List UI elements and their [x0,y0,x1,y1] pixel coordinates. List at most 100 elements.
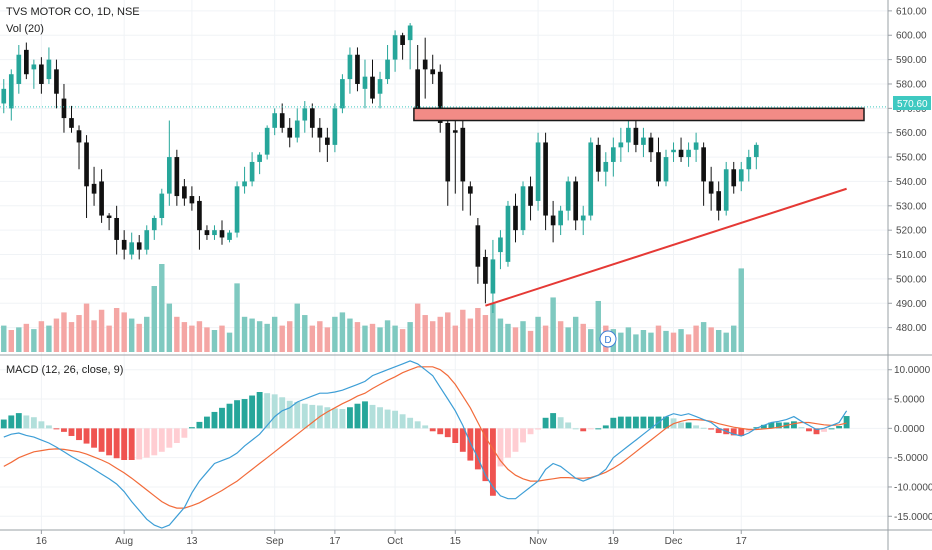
candle-body-down [460,127,466,182]
macd-histogram-bar [362,401,368,429]
candle-body-up [490,259,496,294]
candle-body-down [197,200,202,231]
candle-body-down [445,122,451,182]
candle-body-up [407,25,413,41]
volume-bar [460,309,466,352]
support-trendline[interactable] [485,187,847,307]
volume-bar [512,327,519,352]
macd-histogram-bar [204,416,210,429]
macd-histogram-bar [730,428,737,436]
macd-histogram-bar [181,428,188,438]
macd-histogram-bar [384,409,391,429]
macd-histogram-bar [527,428,534,435]
macd-histogram-bar [399,414,406,429]
volume-bar [572,316,579,352]
volume-bar [113,308,120,352]
candle-body-up [332,108,338,145]
macd-histogram-bar [565,422,572,429]
volume-bar [535,316,541,352]
candle-body-up [212,230,217,236]
candle-body-down [121,239,127,250]
candle-body-up [392,35,398,60]
macd-histogram-bar [324,407,331,429]
resistance-zone[interactable] [413,107,865,122]
volume-bar [392,325,398,352]
volume-bar [68,322,75,352]
volume-bar [700,322,707,352]
macd-histogram-bar [369,404,376,429]
candle-body-down [513,205,518,231]
volume-bar [61,312,67,352]
volume-bar [527,330,534,352]
price-tick-label: 490.00 [896,299,927,310]
macd-histogram-bar [520,428,526,443]
candle-body-up [31,64,37,70]
macd-histogram-bar [249,395,256,429]
macd-histogram-bar [572,428,579,430]
macd-histogram-bar [685,422,692,429]
volume-bar [648,332,654,352]
macd-histogram-bar [535,428,542,430]
event-marker-circle[interactable] [599,330,617,348]
macd-histogram-bar [444,428,451,438]
macd-histogram-bar [550,413,557,429]
price-tick-label: 510.00 [896,250,927,261]
candle-body-down [415,69,420,109]
candle-body-down [430,69,436,75]
volume-bar [23,323,30,352]
volume-bar [347,318,353,352]
candle-body-down [106,215,112,218]
volume-bar [151,286,157,352]
price-tick-label: 550.00 [896,153,927,164]
macd-histogram-bar [15,413,22,429]
macd-histogram-bar [226,403,233,429]
candle-body-down [595,144,601,172]
candle-body-down [189,196,195,204]
candle-body-up [166,157,172,194]
volume-bar [8,330,14,352]
volume-bar [678,329,684,352]
candle-body-down [174,157,180,197]
volume-bar [407,322,413,352]
time-tick-label: Dec [665,536,683,547]
chart-title: TVS MOTOR CO, 1D, NSE [6,6,140,18]
candle-body-down [678,149,684,158]
candle-body-down [400,35,405,45]
candle-body-up [618,142,624,148]
volume-bar [287,321,293,352]
candle-body-down [716,191,722,211]
candle-body-up [498,237,503,253]
volume-bar [482,315,489,352]
macd-histogram-bar [632,416,639,429]
volume-bar [445,312,451,352]
macd-histogram-bar [196,421,203,429]
candle-body-up [302,108,308,121]
candle-body-up [686,149,691,158]
volume-bar [83,303,90,352]
candle-body-up [663,157,669,182]
volume-bar [241,316,248,352]
volume-bar [279,325,285,352]
macd-histogram-bar [452,428,459,443]
macd-histogram-bar [331,408,338,429]
volume-bar [166,303,173,352]
candle-body-up [565,181,571,211]
candle-body-up [753,144,759,158]
candle-body-up [249,161,255,182]
volume-bar [174,316,180,352]
price-tick-label: 540.00 [896,177,927,188]
event-marker[interactable]: D [599,330,617,348]
macd-histogram-bar [813,428,820,435]
price-tick-label: 590.00 [896,55,927,66]
time-tick-label: Sep [266,536,284,547]
volume-bar [204,327,210,352]
volume-bar [234,283,240,352]
candle-body-down [648,137,654,153]
macd-histogram-bar [98,428,105,452]
price-tick-label: 600.00 [896,31,927,42]
volume-bar [38,321,45,352]
candle-body-down [355,54,360,84]
macd-histogram-bar [745,428,752,432]
macd-histogram-bar [128,428,135,460]
